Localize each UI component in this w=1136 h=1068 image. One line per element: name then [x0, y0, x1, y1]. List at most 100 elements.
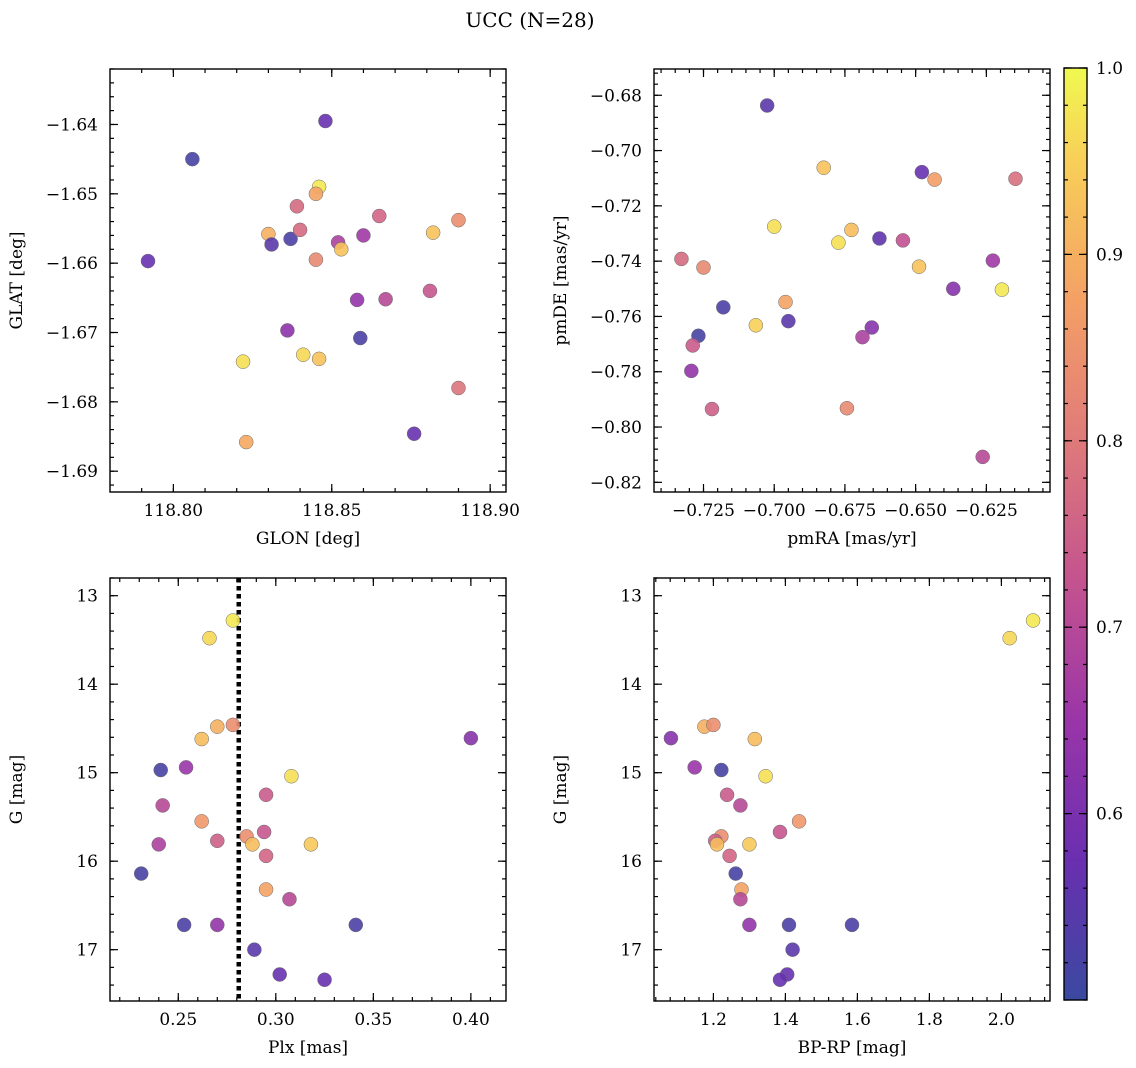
data-point	[696, 260, 711, 275]
plot-frame	[653, 68, 1051, 493]
data-point	[1025, 613, 1041, 628]
data-point	[844, 917, 860, 933]
data-point	[748, 318, 764, 333]
x-axis-label: BP-RP [mag]	[798, 1038, 907, 1058]
data-point	[280, 323, 295, 338]
data-point	[272, 967, 287, 982]
y-axis-label: G [mag]	[7, 755, 27, 824]
data-point	[1008, 171, 1023, 187]
data-point	[225, 613, 241, 628]
data-point	[303, 837, 319, 852]
data-point	[844, 222, 859, 238]
data-point	[704, 401, 720, 417]
data-point	[258, 882, 274, 897]
data-point	[716, 300, 731, 315]
x-tick-label: −0.700	[743, 501, 806, 521]
data-point	[372, 208, 387, 224]
colorbar-frame	[1063, 67, 1088, 1001]
data-point	[202, 630, 217, 646]
y-tick-label: −0.80	[590, 418, 642, 438]
y-tick-label: −0.72	[590, 197, 642, 217]
data-point	[238, 434, 254, 450]
data-point	[258, 848, 274, 864]
colorbar-tick-label: 1.0	[1096, 59, 1123, 79]
x-axis-label: pmRA [mas/yr]	[787, 529, 916, 549]
data-point	[684, 363, 699, 379]
data-point	[855, 329, 870, 345]
data-point	[356, 228, 371, 243]
x-tick-label: 2.0	[988, 1010, 1015, 1030]
plot-frame	[109, 577, 507, 1002]
data-point	[311, 351, 327, 367]
y-tick-label: 15	[620, 764, 642, 784]
y-tick-label: −0.68	[590, 86, 642, 106]
data-point	[406, 426, 422, 442]
x-tick-label: 118.90	[460, 501, 519, 521]
data-point	[295, 347, 311, 362]
colorbar-tick-label: 0.8	[1096, 432, 1123, 452]
data-point	[308, 252, 324, 267]
y-tick-label: 17	[620, 941, 642, 961]
data-point	[728, 866, 743, 881]
x-tick-label: 0.40	[452, 1010, 490, 1030]
x-tick-label: 1.6	[844, 1010, 871, 1030]
y-tick-label: 14	[76, 675, 98, 695]
data-point	[317, 972, 332, 988]
data-point	[759, 98, 775, 113]
y-tick-label: −1.65	[46, 185, 98, 205]
data-point	[733, 798, 748, 813]
data-point	[185, 151, 200, 167]
data-point	[831, 235, 846, 250]
data-point	[348, 917, 364, 933]
data-point	[791, 814, 807, 829]
data-point	[451, 380, 466, 396]
data-point	[687, 760, 702, 775]
subplot-p4: 1.2 1.4 1.6 1.8 2.0 13 14 15 16 17 BP-RP [mag] G [m…	[551, 577, 1051, 1058]
data-point	[733, 891, 748, 907]
y-tick-label: −1.66	[46, 254, 98, 274]
figure-title: UCC (N=28)	[465, 8, 594, 32]
colorbar-tick-label: 0.9	[1096, 245, 1123, 265]
data-point	[245, 837, 260, 852]
data-point	[258, 787, 274, 803]
x-tick-label: 118.85	[302, 501, 361, 521]
x-tick-label: −0.675	[813, 501, 876, 521]
data-point	[758, 768, 773, 784]
data-point	[742, 917, 757, 933]
data-point	[772, 972, 788, 988]
colorbar: 0.6 0.7 0.8 0.9 1.0	[1063, 59, 1123, 1001]
data-point	[719, 787, 735, 803]
data-point	[674, 251, 689, 267]
data-point	[353, 330, 368, 346]
data-point	[247, 942, 262, 957]
data-point	[210, 719, 225, 734]
y-tick-label: 17	[76, 941, 98, 961]
data-point	[994, 282, 1010, 297]
subplot-p3: 0.25 0.30 0.35 0.40 13 14 15 16 17 Plx [mas] G [ma…	[7, 577, 507, 1058]
data-point	[210, 833, 225, 849]
data-point	[176, 917, 192, 933]
y-axis-label: GLAT [deg]	[7, 231, 27, 329]
subplot-p1: 118.80 118.85 118.90 −1.64 −1.65 −1.66 −1.67 −1…	[7, 68, 520, 549]
data-point	[425, 225, 441, 240]
plot-frame	[109, 68, 507, 493]
data-point	[284, 768, 299, 784]
colorbar-tick-label: 0.7	[1096, 618, 1123, 638]
data-point	[178, 760, 194, 775]
x-tick-label: −0.625	[955, 501, 1018, 521]
data-point	[914, 164, 930, 180]
y-tick-label: −0.78	[590, 363, 642, 383]
data-point	[864, 320, 880, 335]
data-point	[778, 294, 793, 310]
data-point	[463, 730, 479, 746]
data-point	[153, 762, 168, 778]
x-tick-label: 0.30	[257, 1010, 295, 1030]
x-tick-label: 1.4	[772, 1010, 799, 1030]
data-point	[282, 891, 297, 907]
data-point	[946, 281, 961, 297]
colorbar-gradient	[1064, 68, 1087, 1000]
data-point	[151, 837, 167, 852]
data-point	[451, 212, 466, 228]
y-tick-label: 13	[76, 587, 98, 607]
y-tick-label: −1.67	[46, 324, 98, 344]
